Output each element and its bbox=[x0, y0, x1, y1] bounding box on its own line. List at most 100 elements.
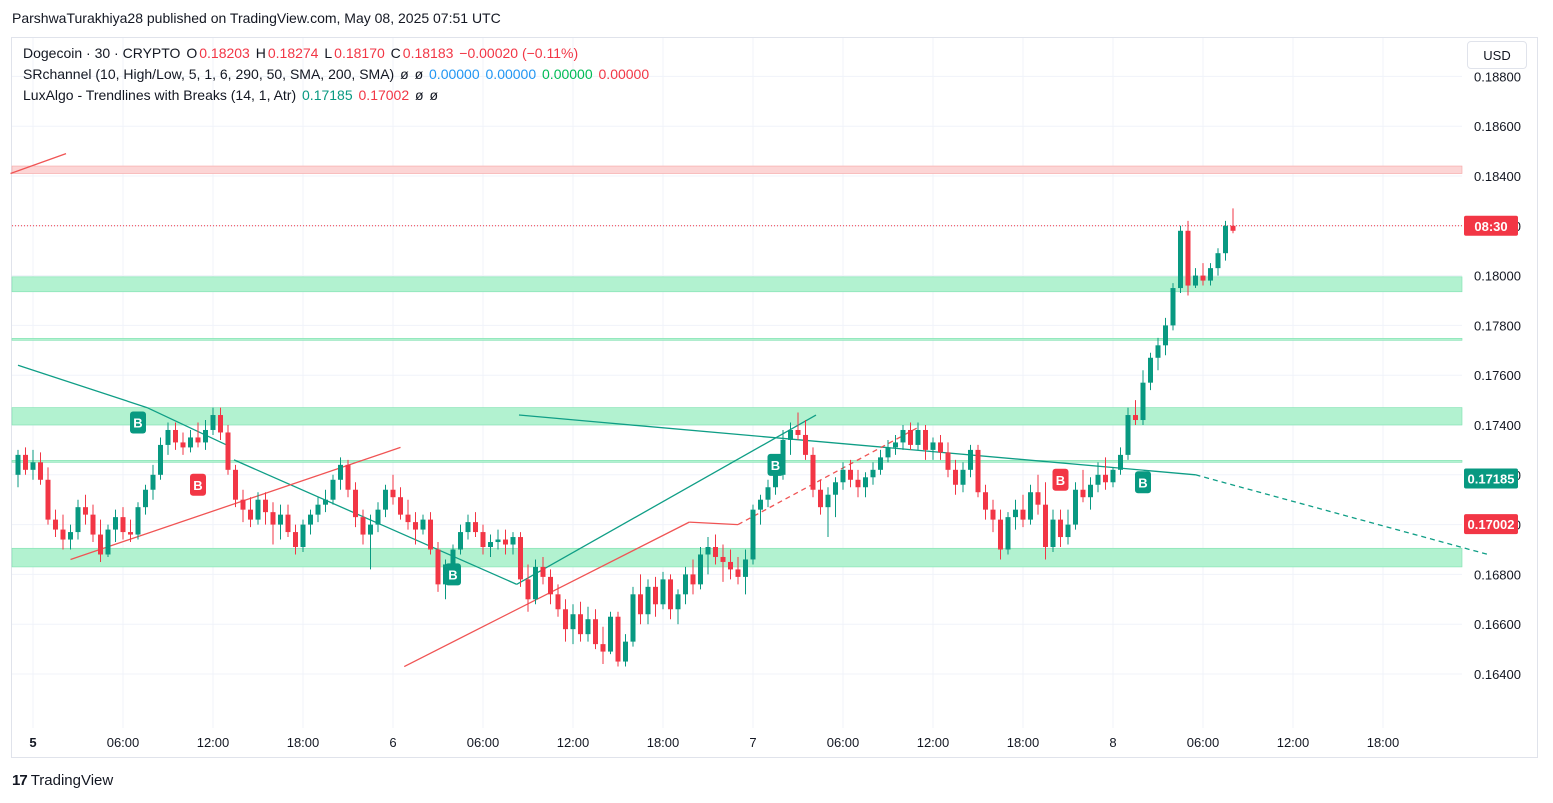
y-tick-label: 0.18800 bbox=[1474, 69, 1521, 84]
sr-zone bbox=[11, 338, 1463, 341]
resistance-trendline bbox=[518, 414, 604, 424]
y-tick-label: 0.16600 bbox=[1474, 617, 1521, 632]
candle-body bbox=[473, 522, 478, 533]
candle-body bbox=[203, 429, 208, 443]
srchannel-name[interactable]: SRchannel (10, High/Low, 5, 1, 6, 290, 5… bbox=[23, 66, 395, 82]
candle-body bbox=[758, 499, 763, 510]
candle-body bbox=[1013, 509, 1018, 518]
candle-body bbox=[173, 429, 178, 443]
candle-body bbox=[143, 489, 148, 508]
candle-body bbox=[60, 529, 66, 540]
legend-symbol[interactable]: Dogecoin · 30 · CRYPTO bbox=[23, 45, 181, 61]
candle-body bbox=[128, 532, 133, 535]
candle-body bbox=[698, 554, 703, 585]
candle-body bbox=[885, 447, 891, 458]
candle-body bbox=[630, 594, 636, 642]
luxalgo-name[interactable]: LuxAlgo - Trendlines with Breaks (14, 1,… bbox=[23, 87, 297, 103]
candle-body bbox=[518, 537, 523, 580]
null-icon: ø bbox=[415, 87, 424, 103]
signal-label: B bbox=[1138, 475, 1147, 490]
signal-badge bbox=[190, 473, 206, 496]
candle-body bbox=[480, 532, 486, 548]
candle-body bbox=[278, 514, 283, 525]
candle-body bbox=[218, 415, 223, 433]
y-tick-label: 0.17400 bbox=[1474, 418, 1521, 433]
candle-body bbox=[270, 512, 276, 525]
candle-body bbox=[68, 532, 73, 540]
legend-row-luxalgo: LuxAlgo - Trendlines with Breaks (14, 1,… bbox=[23, 87, 440, 103]
candle-body bbox=[1208, 268, 1213, 281]
candle-body bbox=[53, 519, 58, 530]
candle-body bbox=[45, 479, 51, 520]
candle-body bbox=[450, 549, 456, 565]
candle-body bbox=[383, 489, 388, 510]
candle-body bbox=[570, 614, 576, 630]
candle-body bbox=[1028, 492, 1033, 520]
candle-body bbox=[1080, 489, 1086, 498]
candle-body bbox=[1043, 504, 1048, 548]
candle-body bbox=[390, 489, 396, 498]
candle-body bbox=[593, 619, 598, 645]
candle-body bbox=[690, 574, 696, 585]
candle-body bbox=[653, 586, 658, 605]
null-icon: ø bbox=[414, 66, 424, 82]
candle-body bbox=[255, 499, 261, 520]
candle-body bbox=[675, 594, 681, 610]
chart-frame[interactable] bbox=[11, 37, 1538, 758]
y-tick-label: 0.17800 bbox=[1474, 318, 1521, 333]
candle-body bbox=[525, 579, 531, 600]
candle-body bbox=[150, 474, 156, 490]
legend-high-label: H bbox=[255, 45, 266, 61]
tradingview-logo-icon: 17 bbox=[12, 772, 28, 789]
footer-brand-label: TradingView bbox=[30, 772, 114, 789]
x-tick-label: 12:00 bbox=[197, 735, 230, 750]
candle-body bbox=[248, 509, 253, 520]
legend-open-label: O bbox=[186, 45, 198, 61]
currency-button[interactable]: USD bbox=[1467, 41, 1527, 69]
candle-body bbox=[1065, 524, 1071, 538]
footer-brand: 17 TradingView bbox=[12, 772, 113, 789]
candle-body bbox=[833, 482, 838, 495]
candle-body bbox=[90, 514, 96, 535]
candle-body bbox=[900, 429, 906, 443]
candle-body bbox=[585, 619, 591, 635]
candle-body bbox=[338, 464, 343, 480]
legend-row-symbol: Dogecoin · 30 · CRYPTO O 0.18203 H 0.18274… bbox=[23, 45, 580, 61]
legend-close-value: 0.18183 bbox=[402, 45, 454, 61]
candle-body bbox=[818, 489, 823, 508]
signal-badge bbox=[130, 411, 146, 434]
candle-body bbox=[360, 517, 366, 535]
candle-body bbox=[195, 437, 201, 443]
candle-body bbox=[645, 586, 651, 615]
srchannel-value-3: 0.00000 bbox=[542, 66, 593, 82]
legend-high-value: 0.18274 bbox=[267, 45, 319, 61]
price-label-box bbox=[1464, 468, 1518, 489]
support-trendline bbox=[689, 521, 739, 526]
candle-body bbox=[420, 519, 426, 530]
candle-body bbox=[548, 576, 553, 595]
signal-label: B bbox=[1056, 473, 1065, 488]
candle-body bbox=[368, 524, 373, 535]
x-tick-label: 7 bbox=[749, 735, 756, 750]
price-label-box bbox=[1464, 514, 1518, 535]
candle-body bbox=[623, 641, 628, 662]
candle-body bbox=[893, 442, 898, 448]
candle-body bbox=[975, 449, 981, 493]
candle-body bbox=[240, 499, 246, 510]
y-tick-label: 0.16800 bbox=[1474, 567, 1521, 582]
candle-body bbox=[75, 507, 81, 533]
candle-body bbox=[968, 449, 973, 470]
candle-body bbox=[705, 547, 711, 555]
y-tick-label: 0.17600 bbox=[1474, 368, 1521, 383]
candle-body bbox=[608, 616, 613, 652]
candle-body bbox=[713, 547, 718, 557]
x-tick-label: 12:00 bbox=[557, 735, 590, 750]
candle-body bbox=[1185, 230, 1191, 286]
candle-body bbox=[225, 432, 231, 470]
candle-body bbox=[308, 514, 313, 525]
resistance-trendline bbox=[516, 414, 817, 585]
candle-body bbox=[1118, 454, 1123, 470]
candle-body bbox=[38, 462, 43, 480]
candle-body bbox=[795, 429, 801, 435]
